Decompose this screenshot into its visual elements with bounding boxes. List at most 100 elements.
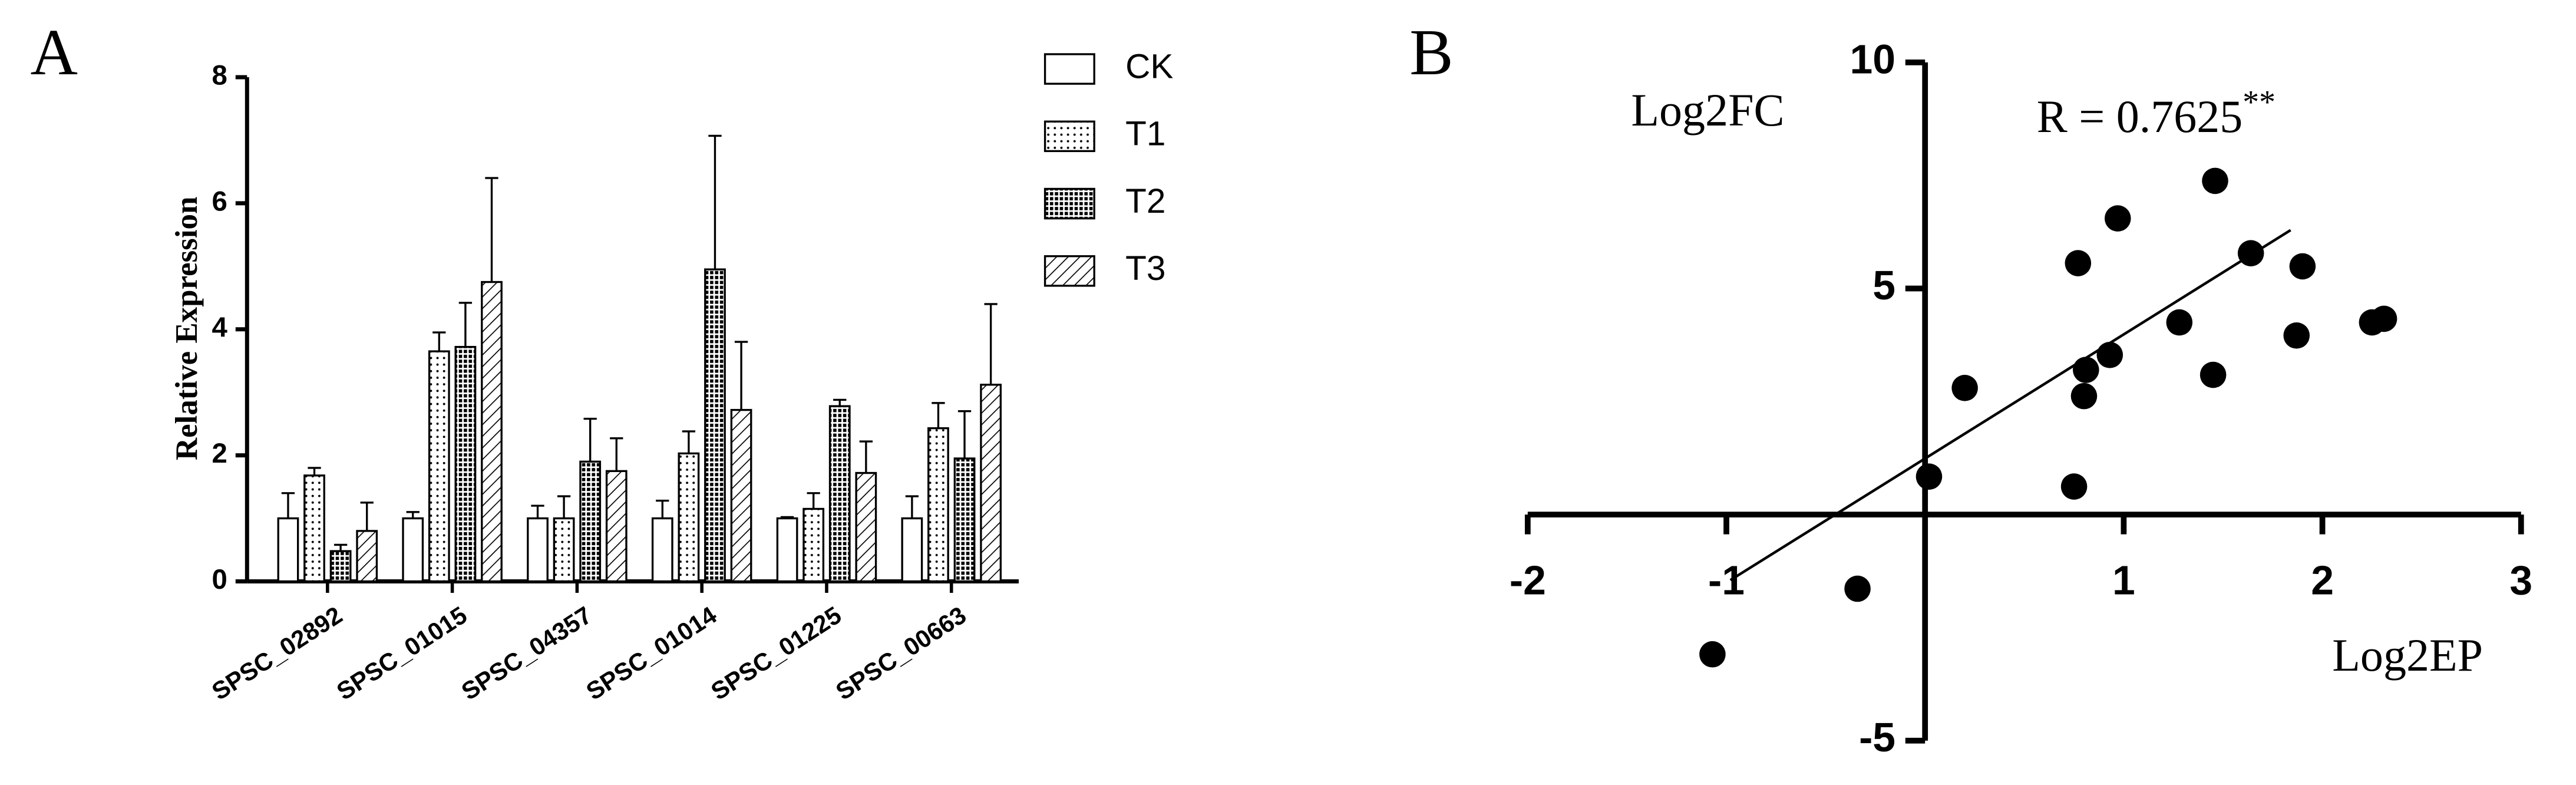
bar (828, 405, 851, 583)
x-tick-label: 1 (2112, 558, 2135, 603)
fit-line (1729, 229, 2291, 582)
error-bar (360, 502, 374, 531)
x-tick-label: 3 (2509, 558, 2532, 603)
legend-label: T2 (1125, 182, 1165, 220)
scatter-point (1844, 575, 1871, 602)
scatter-point (2202, 167, 2228, 194)
scatter-point (1916, 463, 1943, 490)
bar (579, 460, 602, 583)
annotation-text: R = 0.7625 (2037, 91, 2243, 142)
y-tick-label: -5 (1859, 714, 1895, 760)
scatter-point (2289, 253, 2316, 280)
scatter-point (2283, 322, 2310, 349)
bar (605, 470, 628, 583)
error-bar (308, 467, 321, 476)
error-bar (406, 511, 420, 519)
error-bar (859, 440, 873, 473)
scatter-point (1951, 375, 1978, 401)
bar (481, 281, 503, 583)
y-tick-label: 6 (212, 186, 227, 217)
error-bar (281, 492, 295, 519)
scatter-point (2073, 357, 2099, 383)
scatter-point (2199, 361, 2227, 388)
y-axis-label: Relative Expression (170, 197, 204, 461)
y-axis-label: Log2FC (1631, 84, 1784, 136)
scatter-point (2096, 342, 2123, 368)
error-bar (780, 516, 794, 519)
annotation: R = 0.7625** (2037, 84, 2276, 142)
scatter-point (2166, 309, 2193, 336)
panel-label: A (30, 17, 78, 89)
error-bar (557, 495, 571, 519)
bar (980, 384, 1002, 583)
x-tick-label: SPSC_01225 (706, 601, 846, 705)
error-bar (905, 495, 919, 519)
error-bar (708, 134, 722, 270)
legend-swatch (1043, 120, 1095, 153)
annotation-superscript: ** (2243, 84, 2276, 120)
x-tick-label: SPSC_00663 (831, 601, 971, 705)
bar (527, 517, 549, 583)
error-bar (432, 331, 446, 352)
panel-label: B (1409, 17, 1453, 89)
x-tick-label: SPSC_04357 (457, 601, 597, 705)
error-bar (458, 302, 473, 347)
x-tick-label: SPSC_01015 (332, 601, 472, 705)
bar (927, 427, 949, 583)
scatter-point (2237, 240, 2264, 266)
legend-label: T3 (1125, 249, 1165, 288)
bar (678, 452, 700, 583)
y-tick-label: 2 (212, 438, 227, 469)
bar (277, 517, 299, 583)
legend-swatch (1043, 53, 1095, 85)
error-bar (656, 499, 669, 519)
scatter-point (2065, 250, 2092, 276)
legend-label: T1 (1125, 115, 1165, 153)
legend-swatch (1043, 255, 1095, 287)
scatter-point (2370, 305, 2397, 332)
legend-swatch (1043, 187, 1095, 220)
x-tick-label: 2 (2311, 558, 2334, 603)
scatter-point (2060, 473, 2088, 500)
error-bar (610, 437, 623, 471)
bar (402, 517, 424, 583)
bar (953, 457, 976, 583)
bar (356, 530, 378, 583)
y-tick-label: 4 (212, 312, 228, 343)
scatter-point (1699, 641, 1726, 668)
y-tick-label: 0 (212, 564, 227, 595)
x-axis-label: Log2EP (2332, 629, 2483, 681)
bar (428, 350, 450, 583)
x-tick-label: SPSC_01014 (581, 601, 722, 705)
bar (776, 517, 798, 583)
x-tick-label: -2 (1510, 558, 1546, 603)
legend-label: CK (1125, 47, 1173, 85)
error-bar (807, 492, 820, 509)
error-bar (734, 341, 748, 410)
error-bar (583, 417, 597, 462)
error-bar (333, 543, 348, 552)
bar (651, 517, 673, 583)
error-bar (485, 177, 498, 282)
error-bar (984, 303, 998, 385)
scatter-point (2070, 382, 2098, 410)
scatter-point (2104, 205, 2131, 232)
x-tick-label: SPSC_02892 (207, 601, 347, 705)
error-bar (957, 410, 972, 459)
error-bar (682, 430, 696, 454)
error-bar (932, 402, 945, 428)
bar (303, 474, 325, 583)
error-bar (531, 504, 544, 519)
bar (553, 517, 575, 583)
bar (855, 471, 877, 583)
bar (730, 408, 752, 583)
y-tick-label: 8 (212, 60, 227, 91)
bar (454, 345, 477, 583)
x-tick-label: -1 (1708, 558, 1745, 603)
bar (901, 517, 923, 583)
bar (329, 550, 352, 583)
error-bar (833, 398, 847, 407)
y-tick-label: 10 (1850, 36, 1895, 82)
